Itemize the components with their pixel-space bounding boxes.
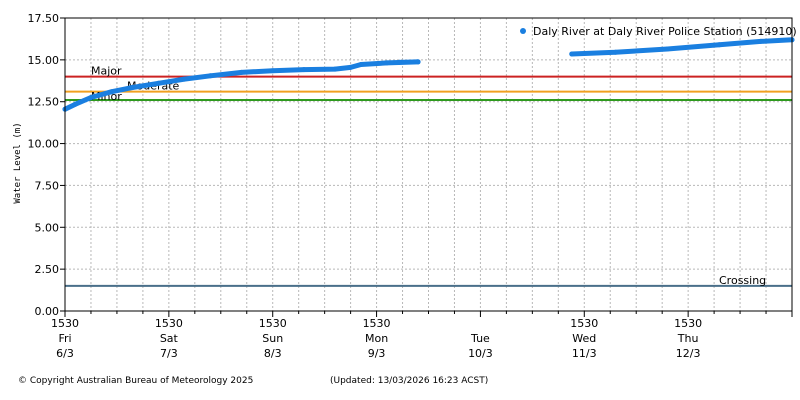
- copyright-text: © Copyright Australian Bureau of Meteoro…: [18, 376, 253, 386]
- y-axis-title: Water Level (m): [13, 122, 23, 203]
- data-point: [109, 89, 115, 95]
- legend: Daly River at Daly River Police Station …: [520, 25, 797, 38]
- data-point: [301, 67, 307, 73]
- x-tick-time: 1530: [51, 317, 79, 330]
- data-point: [716, 42, 722, 48]
- data-point: [384, 60, 390, 66]
- data-point: [612, 49, 618, 55]
- threshold-label-crossing: Crossing: [719, 274, 766, 287]
- y-tick-label: 12.50: [28, 96, 60, 109]
- y-tick-label: 7.50: [35, 179, 60, 192]
- updated-text: (Updated: 13/03/2026 16:23 ACST): [330, 376, 488, 386]
- x-tick-day: Fri: [58, 332, 71, 345]
- x-tick-time: 1530: [155, 317, 183, 330]
- data-point: [396, 59, 402, 65]
- y-tick-label: 2.50: [35, 263, 60, 276]
- data-point: [358, 62, 364, 67]
- data-point: [664, 46, 670, 52]
- x-tick-day: Sat: [160, 332, 179, 345]
- x-tick-time: 1530: [363, 317, 391, 330]
- series-line: [569, 37, 795, 57]
- x-tick-date: 10/3: [468, 347, 493, 360]
- x-tick-time: 1530: [674, 317, 702, 330]
- data-point: [569, 51, 575, 57]
- data-point: [415, 59, 421, 65]
- x-tick-day: Wed: [572, 332, 596, 345]
- data-point: [88, 95, 94, 100]
- x-tick-day: Mon: [365, 332, 388, 345]
- data-point: [332, 66, 338, 72]
- x-tick-date: 11/3: [572, 347, 597, 360]
- y-tick-label: 15.00: [28, 54, 60, 67]
- legend-marker: [520, 28, 526, 34]
- y-tick-label: 5.00: [35, 221, 60, 234]
- grid-layer: [65, 17, 792, 312]
- data-point: [207, 73, 213, 79]
- data-point: [348, 64, 354, 70]
- x-tick-date: 6/3: [56, 347, 74, 360]
- x-tick-day: Tue: [470, 332, 490, 345]
- x-tick-time: 1530: [259, 317, 287, 330]
- data-point: [130, 85, 135, 90]
- x-tick-date: 8/3: [264, 347, 282, 360]
- x-tick-date: 12/3: [676, 347, 701, 360]
- data-point: [758, 38, 764, 44]
- x-tick-date: 9/3: [368, 347, 386, 360]
- x-tick-date: 7/3: [160, 347, 178, 360]
- y-tick-label: 0.00: [35, 305, 60, 318]
- data-point: [181, 76, 187, 82]
- y-tick-label: 17.50: [28, 12, 60, 25]
- x-tick-day: Thu: [677, 332, 699, 345]
- x-tick-day: Sun: [262, 332, 283, 345]
- y-tick-label: 10.00: [28, 138, 60, 151]
- data-point: [239, 69, 245, 75]
- data-point: [72, 101, 78, 107]
- data-point: [156, 80, 161, 86]
- threshold-label-major: Major: [91, 65, 122, 78]
- data-point: [270, 68, 276, 74]
- legend-label: Daly River at Daly River Police Station …: [533, 25, 797, 38]
- axis-layer: 0.00 2.50 5.00 7.50 10.00 12.50 15.00 17.50 1530…: [28, 12, 793, 360]
- x-tick-time: 1530: [570, 317, 598, 330]
